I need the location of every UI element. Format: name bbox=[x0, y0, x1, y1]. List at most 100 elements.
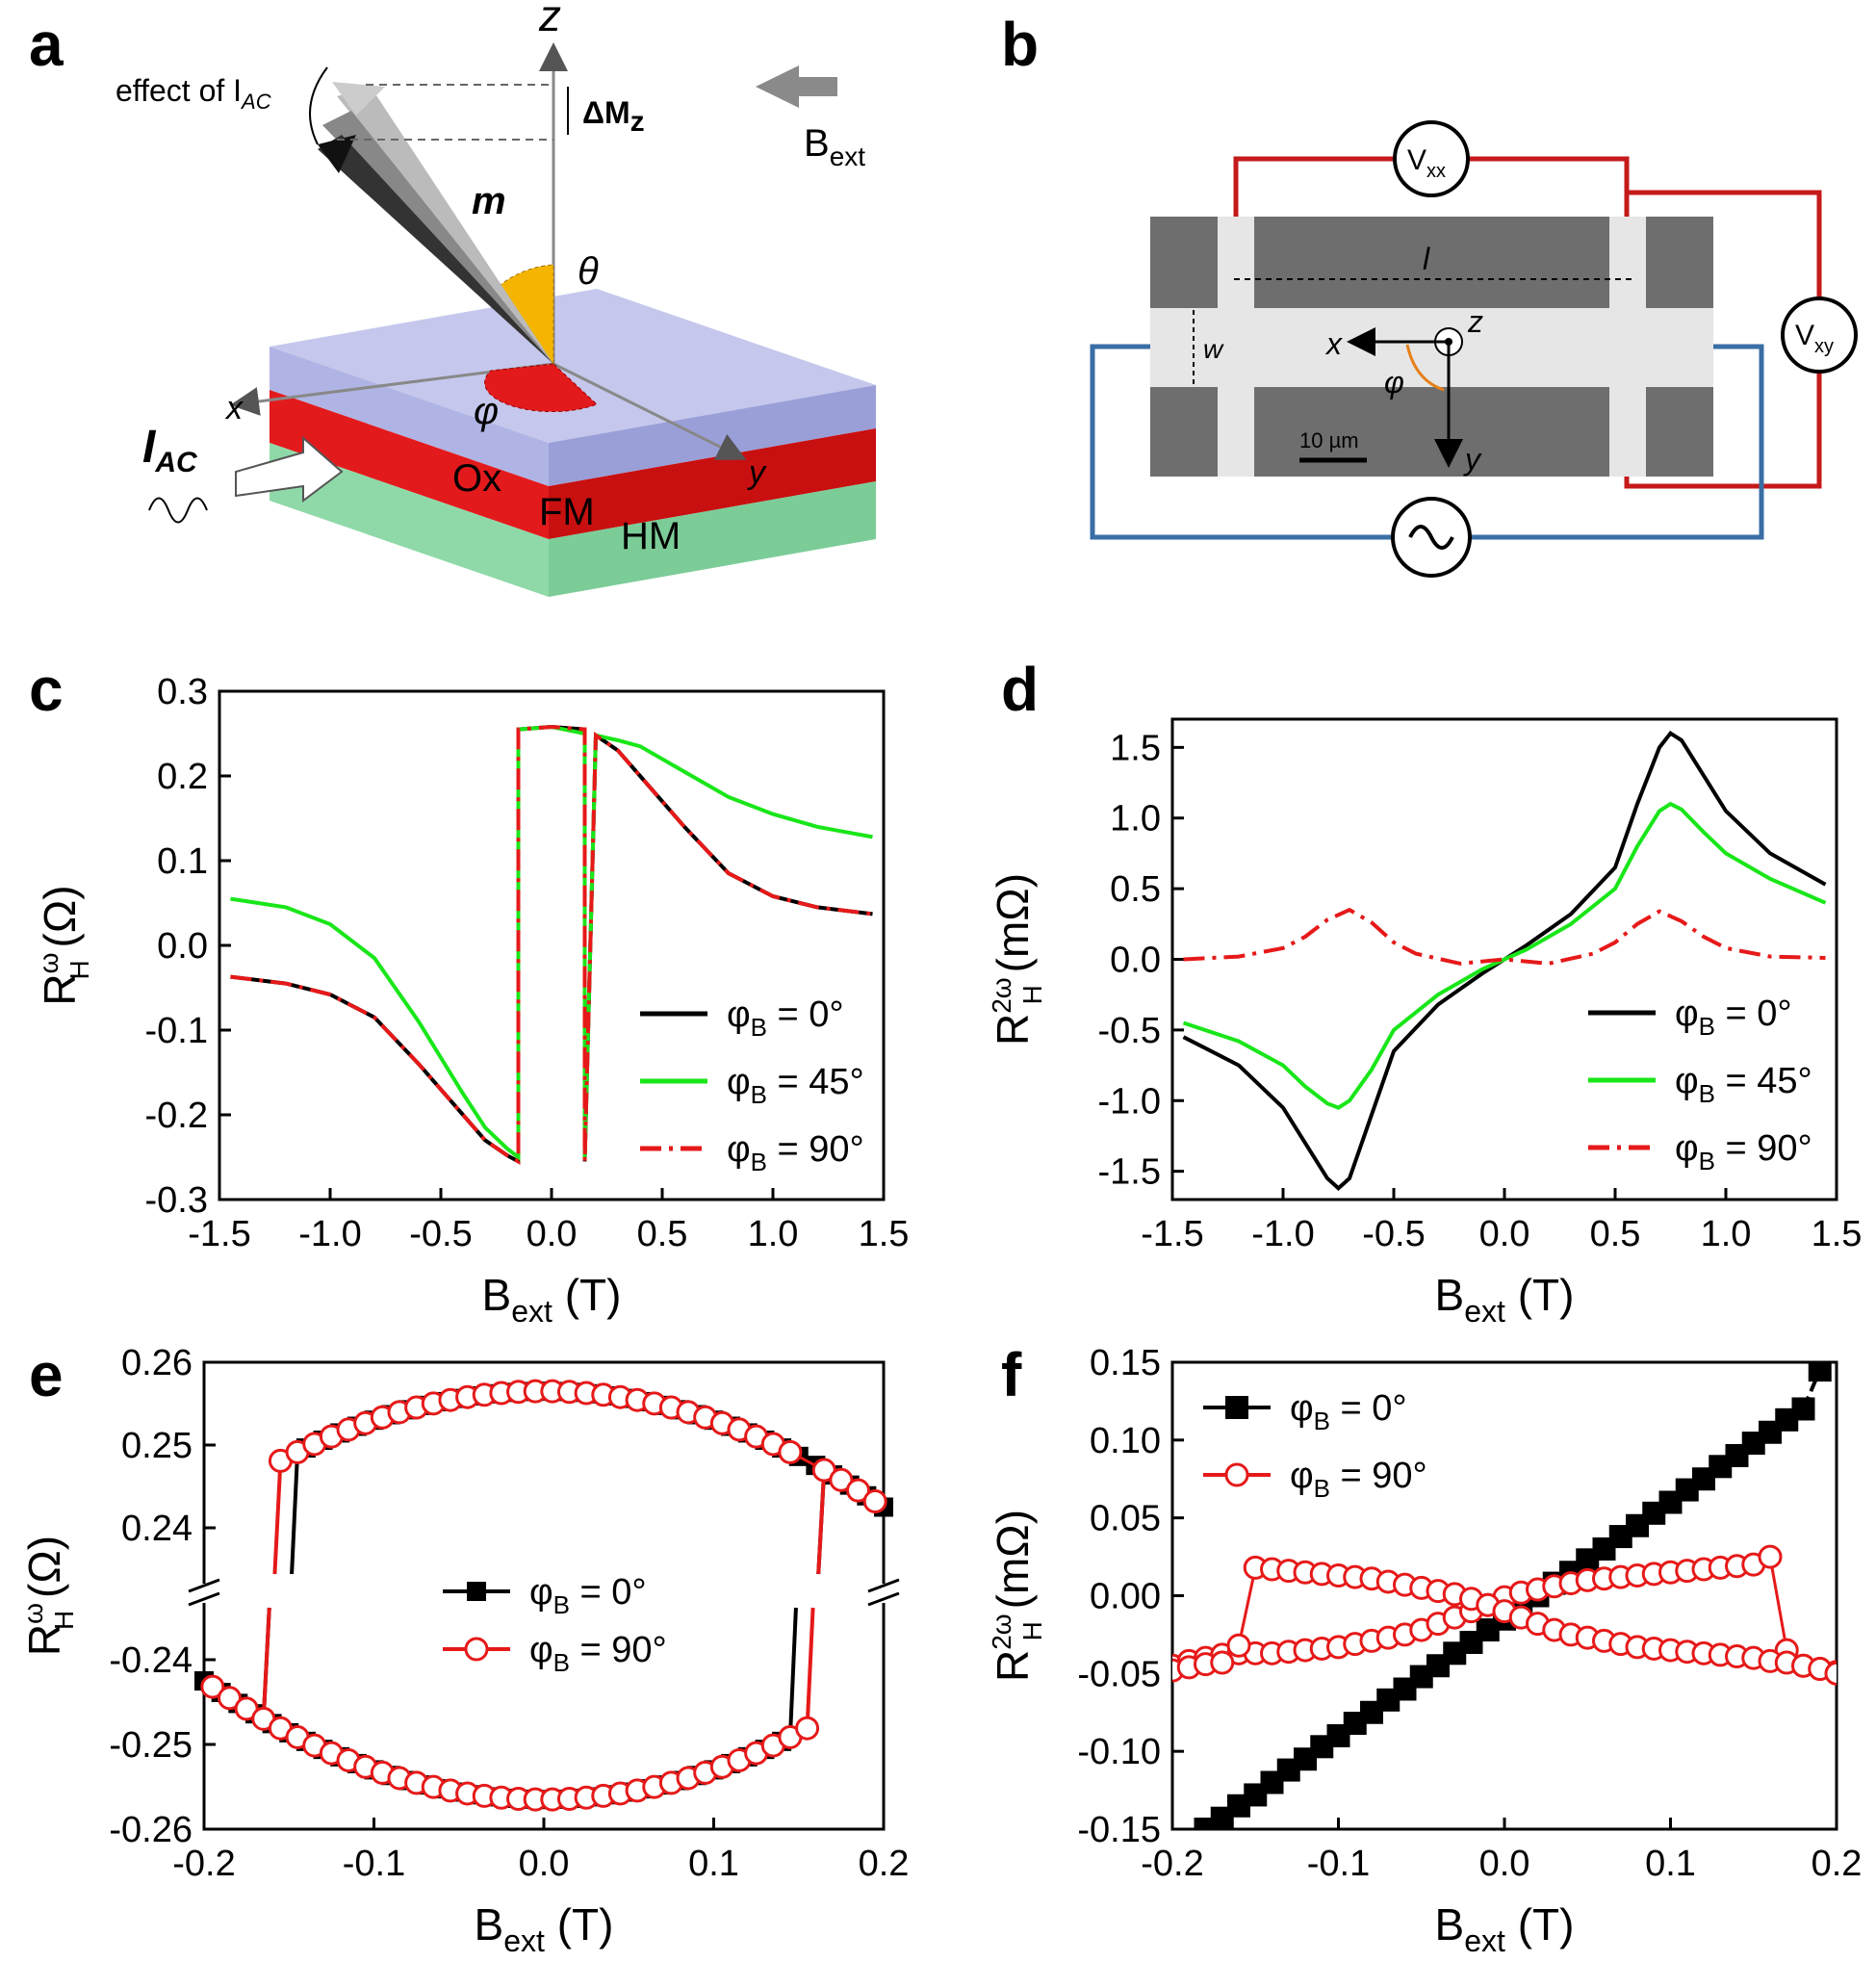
hm-layer-front bbox=[549, 481, 876, 597]
x-tick-label: 0.2 bbox=[1812, 1844, 1863, 1884]
panel-f: f -0.2 -0.1 0.0 0.1 0.2 Bext (T) R2ωH (mΩ) -0.1… bbox=[987, 1340, 1862, 1958]
vxy-wire bbox=[1624, 190, 1822, 489]
x-tick-label: 1.5 bbox=[859, 1214, 910, 1254]
z-label: z bbox=[538, 0, 561, 40]
x-tick-label: -1.0 bbox=[298, 1214, 361, 1254]
vxx-meter bbox=[1393, 120, 1470, 197]
series-line bbox=[1182, 801, 1827, 1110]
m-fan-2 bbox=[322, 111, 553, 364]
data-marker-circle bbox=[829, 1467, 854, 1492]
x-tick-label: -1.0 bbox=[1251, 1214, 1314, 1254]
delta-mz-label: ΔMz bbox=[582, 95, 645, 138]
legend-label: φB = 0° bbox=[727, 994, 844, 1042]
data-marker-circle bbox=[795, 1716, 820, 1741]
legend-label: φB = 45° bbox=[727, 1062, 864, 1109]
panel-label-c: c bbox=[29, 655, 64, 724]
y-tick-label: -0.10 bbox=[1077, 1732, 1161, 1772]
hm-label: HM bbox=[621, 515, 681, 557]
x-tick-label: 0.1 bbox=[1645, 1844, 1696, 1884]
y-tick-label: 0.25 bbox=[121, 1426, 193, 1466]
y-tick-label: 1.5 bbox=[1110, 728, 1161, 768]
x-axis-label: Bext (T) bbox=[1435, 1899, 1575, 1958]
axis-break-mark bbox=[867, 1591, 900, 1607]
switch-line bbox=[787, 1607, 798, 1738]
phi-wedge bbox=[484, 363, 598, 413]
switch-line bbox=[261, 1607, 271, 1719]
m-fan-3 bbox=[318, 135, 553, 364]
legend-marker bbox=[1224, 1462, 1249, 1487]
y-axis bbox=[553, 362, 747, 460]
theta-label: θ bbox=[578, 250, 599, 293]
x-tick-label: -1.5 bbox=[1141, 1214, 1203, 1254]
switch-line bbox=[272, 1460, 283, 1575]
x-tick-label: 0.2 bbox=[859, 1844, 910, 1884]
axis-break-mark bbox=[188, 1591, 220, 1607]
y-tick-label: 1.0 bbox=[1110, 799, 1161, 839]
y-tick-label: -0.3 bbox=[145, 1180, 208, 1221]
data-marker-circle bbox=[1758, 1544, 1783, 1569]
y-label: y bbox=[747, 454, 767, 491]
legend-label: φB = 90° bbox=[1675, 1128, 1812, 1175]
x-tick-label: 1.0 bbox=[1701, 1214, 1752, 1254]
x-label: x bbox=[224, 390, 244, 426]
legend-label: φB = 45° bbox=[1675, 1061, 1812, 1108]
x-axis-label: Bext (T) bbox=[482, 1270, 622, 1329]
y-tick-label: 0.5 bbox=[1110, 869, 1161, 910]
legend-label: φB = 90° bbox=[727, 1129, 864, 1176]
panel-c: c -1.5 -1.0 -0.5 0.0 0.5 1.0 1.5 Bext (T) RωH (Ω… bbox=[29, 655, 909, 1329]
x-tick-label: -0.5 bbox=[1362, 1214, 1425, 1254]
x-tick-label: -0.5 bbox=[409, 1214, 472, 1254]
data-marker-square bbox=[1791, 1397, 1815, 1421]
width-label: w bbox=[1203, 334, 1224, 364]
ox-label: Ox bbox=[452, 457, 501, 500]
legend-label: φB = 90° bbox=[529, 1630, 667, 1677]
axis-break-mark bbox=[188, 1578, 220, 1593]
axis-break-mark bbox=[867, 1578, 900, 1593]
x-tick-label: -0.1 bbox=[1307, 1844, 1370, 1884]
switch-line bbox=[805, 1607, 815, 1729]
y-tick-label: 0.00 bbox=[1090, 1577, 1161, 1617]
y-axis-label: R2ωH (mΩ) bbox=[987, 1510, 1047, 1682]
series-line bbox=[230, 724, 873, 1165]
data-marker-square bbox=[1808, 1362, 1832, 1382]
panel-e: e -0.2 -0.1 0.0 0.1 0.2 Bext (T) RωH (Ω) 0.24 0.… bbox=[18, 1340, 909, 1958]
panel-b: b l w x y z φ 10 µm Vxx Vxy bbox=[1001, 10, 1858, 578]
y-tick-label: 0.3 bbox=[157, 672, 208, 712]
x-tick-label: 1.0 bbox=[748, 1214, 799, 1254]
data-marker-circle bbox=[778, 1439, 803, 1464]
device-y-label: y bbox=[1463, 442, 1482, 477]
y-tick-label: -1.0 bbox=[1098, 1081, 1161, 1122]
panel-label-b: b bbox=[1001, 10, 1039, 79]
panel-label-a: a bbox=[29, 10, 64, 79]
ac-source-icon bbox=[1408, 525, 1454, 550]
panel-label-f: f bbox=[1001, 1340, 1022, 1409]
y-tick-label: -0.05 bbox=[1077, 1654, 1161, 1694]
vxy-meter bbox=[1781, 297, 1858, 374]
effect-label: effect of IAC bbox=[116, 73, 271, 114]
y-tick-label: 0.24 bbox=[121, 1509, 193, 1549]
y-axis-label: R2ωH (mΩ) bbox=[987, 873, 1047, 1046]
data-marker-square bbox=[1177, 1828, 1201, 1829]
hm-layer-side bbox=[270, 443, 549, 597]
x-tick-label: 0.5 bbox=[637, 1214, 688, 1254]
x-tick-label: 0.0 bbox=[527, 1214, 578, 1254]
m-label: m bbox=[472, 180, 506, 222]
y-tick-label: -1.5 bbox=[1098, 1152, 1161, 1193]
data-marker-circle bbox=[862, 1489, 887, 1514]
hall-arm-right bbox=[1609, 217, 1646, 477]
iac-arrow bbox=[235, 435, 344, 503]
y-tick-label: 0.05 bbox=[1090, 1499, 1161, 1539]
y-tick-label: -0.25 bbox=[109, 1725, 193, 1766]
ac-wave-icon bbox=[148, 497, 208, 524]
x-tick-label: -1.5 bbox=[188, 1214, 250, 1254]
device-z-label: z bbox=[1467, 304, 1483, 339]
length-label: l bbox=[1423, 242, 1430, 276]
m-head-dark bbox=[318, 135, 356, 173]
x-tick-label: -0.2 bbox=[1141, 1844, 1203, 1884]
ox-layer-top bbox=[270, 289, 876, 443]
bext-label: Bext bbox=[804, 122, 865, 171]
y-axis-label: RωH (Ω) bbox=[18, 1536, 79, 1656]
legend-marker bbox=[1225, 1396, 1248, 1419]
data-marker-circle bbox=[1210, 1650, 1235, 1675]
device-x-label: x bbox=[1324, 326, 1343, 361]
